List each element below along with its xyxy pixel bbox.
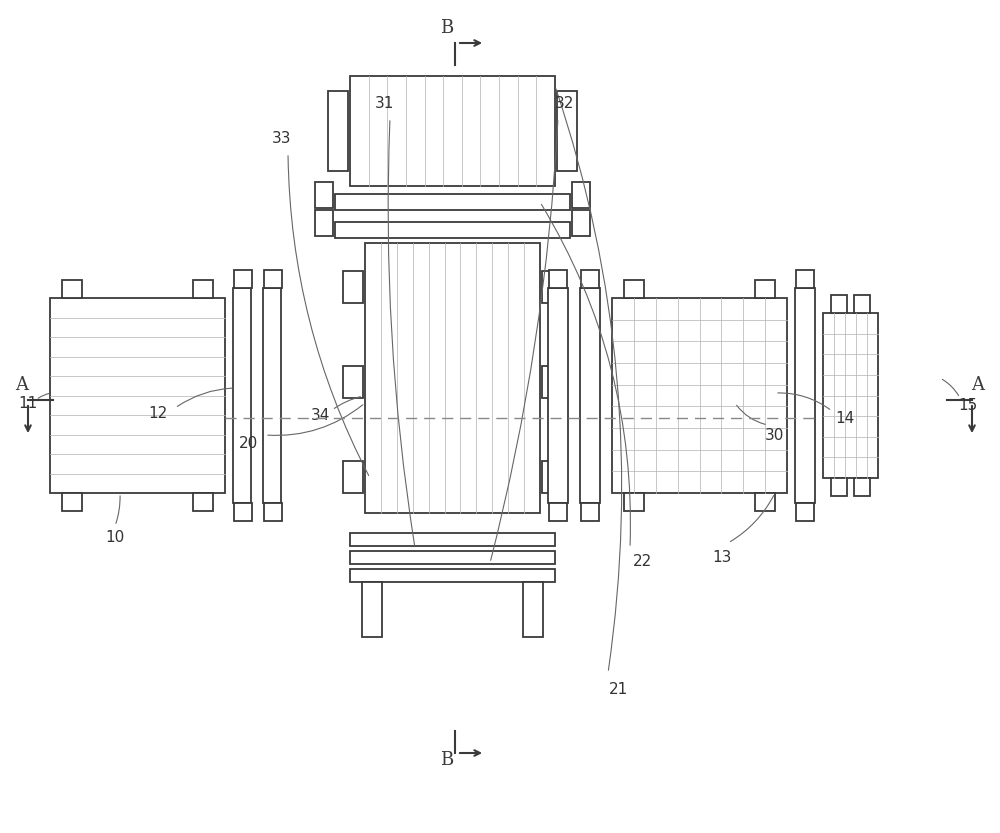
Text: 13: 13: [712, 551, 732, 566]
Bar: [193, 280, 213, 298]
Bar: [234, 503, 252, 521]
Bar: [581, 270, 599, 288]
Text: 10: 10: [105, 531, 125, 546]
Bar: [612, 298, 787, 493]
Bar: [315, 210, 333, 236]
Text: 15: 15: [958, 397, 978, 412]
Text: 14: 14: [835, 411, 855, 426]
Bar: [542, 271, 562, 303]
Bar: [580, 288, 600, 503]
Bar: [549, 270, 567, 288]
Text: 12: 12: [148, 406, 168, 421]
Bar: [796, 270, 814, 288]
Bar: [548, 288, 568, 503]
Text: 32: 32: [555, 96, 575, 111]
Text: 30: 30: [765, 427, 785, 442]
Bar: [335, 194, 570, 210]
Bar: [328, 91, 348, 171]
Bar: [343, 366, 363, 398]
Text: 11: 11: [18, 396, 38, 411]
Bar: [831, 295, 847, 313]
Bar: [581, 503, 599, 521]
Bar: [549, 503, 567, 521]
Bar: [335, 222, 570, 238]
Text: B: B: [440, 751, 454, 769]
Bar: [572, 210, 590, 236]
Bar: [542, 461, 562, 493]
Bar: [854, 295, 870, 313]
Bar: [795, 288, 815, 503]
Text: A: A: [972, 376, 984, 394]
Text: 21: 21: [608, 682, 628, 697]
Bar: [831, 478, 847, 496]
Text: 20: 20: [238, 436, 258, 451]
Text: 34: 34: [310, 407, 330, 422]
Bar: [264, 503, 282, 521]
Bar: [796, 503, 814, 521]
Text: 22: 22: [632, 553, 652, 568]
Text: A: A: [16, 376, 28, 394]
Bar: [572, 182, 590, 208]
Bar: [350, 551, 555, 564]
Text: 31: 31: [375, 96, 395, 111]
Bar: [343, 271, 363, 303]
Bar: [350, 569, 555, 582]
Bar: [193, 493, 213, 511]
Bar: [343, 461, 363, 493]
Bar: [823, 313, 878, 478]
Bar: [362, 582, 382, 637]
Bar: [62, 493, 82, 511]
Bar: [350, 76, 555, 186]
Bar: [755, 280, 775, 298]
Bar: [365, 243, 540, 513]
Bar: [50, 298, 225, 493]
Bar: [542, 366, 562, 398]
Bar: [264, 270, 282, 288]
Bar: [557, 91, 577, 171]
Bar: [350, 533, 555, 546]
Bar: [523, 582, 543, 637]
Bar: [854, 478, 870, 496]
Bar: [624, 280, 644, 298]
Bar: [234, 270, 252, 288]
Bar: [624, 493, 644, 511]
Bar: [263, 288, 281, 503]
Text: 33: 33: [272, 131, 292, 146]
Bar: [755, 493, 775, 511]
Text: B: B: [440, 19, 454, 37]
Bar: [62, 280, 82, 298]
Bar: [233, 288, 251, 503]
Bar: [315, 182, 333, 208]
